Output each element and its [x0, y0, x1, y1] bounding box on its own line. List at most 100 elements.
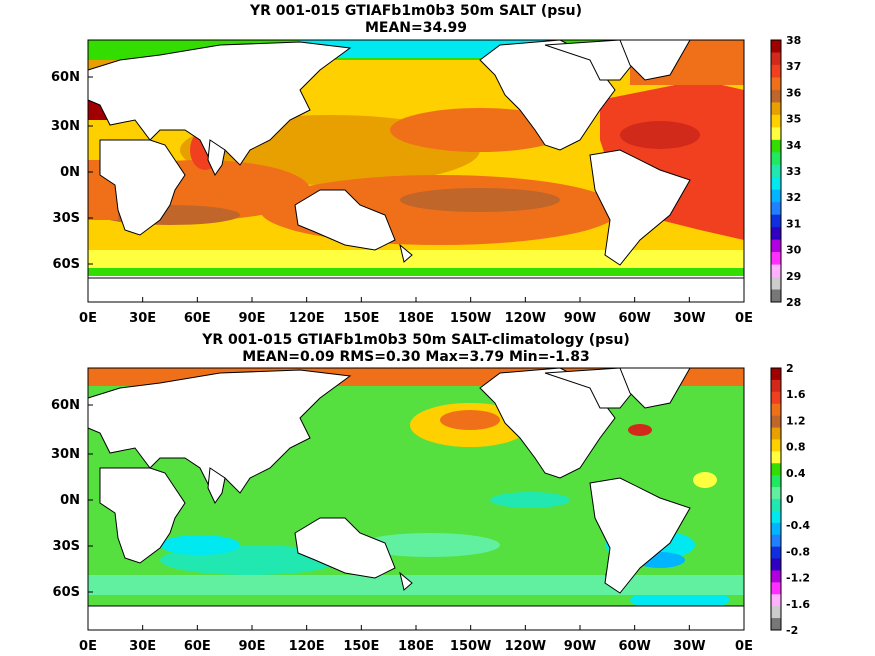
- map2-lat-label: 60N: [51, 398, 80, 413]
- map2-lon-label: 60E: [184, 639, 211, 654]
- map2-lat-label: 60S: [53, 585, 80, 600]
- map1-lon-label: 150W: [450, 311, 491, 326]
- map2-colorbar-label: -2: [786, 624, 798, 637]
- map1-lon-label: 120E: [289, 311, 325, 326]
- map2-lon-label: 120W: [505, 639, 546, 654]
- map2-colorbar-label: -1.6: [786, 598, 810, 611]
- map1-colorbar-label: 28: [786, 296, 801, 309]
- map2-lon-label: 0E: [735, 639, 753, 654]
- map1-lat-label: 30S: [53, 211, 80, 226]
- map1-lon-label: 90W: [564, 311, 596, 326]
- map1-colorbar-swatch: [771, 277, 781, 291]
- map1-lon-label: 60W: [618, 311, 650, 326]
- map2-lat-labels: 60N 30N 0N 30S 60S: [51, 398, 93, 600]
- map2-colorbar: 2 1.6 1.2 0.8 0.4 0 -0.4 -0.8 -1.2 -1.6 -2: [770, 362, 810, 637]
- map2-lon-label: 150E: [343, 639, 379, 654]
- map1-panel: 60N 30N 0N 30S 60S 0E 30E 60E 90E 120E 150E 180E 15…: [51, 34, 802, 326]
- map2-colorbar-swatch: [771, 427, 781, 440]
- map1-colorbar-swatch: [771, 102, 781, 116]
- map1-lat-labels: 60N 30N 0N 30S 60S: [51, 70, 93, 272]
- map1-lon-label: 120W: [505, 311, 546, 326]
- map1-colorbar-swatch: [771, 164, 781, 178]
- map1-colorbar-swatch: [771, 202, 781, 216]
- map1-colorbar: 38 37 36 35 34 33 32 31 30 29 28: [770, 34, 802, 309]
- map1-title-line1: YR 001-015 GTIAFb1m0b3 50m SALT (psu): [249, 3, 583, 19]
- map1-colorbar-swatch: [771, 40, 781, 53]
- map2-colorbar-swatch: [771, 487, 781, 500]
- map1-colorbar-swatch: [771, 139, 781, 153]
- map1-colorbar-swatch: [771, 52, 781, 66]
- map1-lon-label: 30W: [673, 311, 705, 326]
- map1-land: [87, 39, 745, 303]
- map2-lon-label: 90W: [564, 639, 596, 654]
- map1-colorbar-swatch: [771, 114, 781, 128]
- map2-lon-label: 60W: [618, 639, 650, 654]
- map2-panel: 60N 30N 0N 30S 60S 0E 30E 60E 90E 120E 150E 180E 15…: [51, 362, 810, 654]
- map2-lon-label: 90E: [239, 639, 266, 654]
- map1-colorbar-swatch: [771, 89, 781, 103]
- map2-colorbar-label: 0.8: [786, 441, 806, 454]
- map1-colorbar-label: 30: [786, 244, 802, 257]
- map1-colorbar-swatch: [771, 64, 781, 78]
- map2-colorbar-swatch: [771, 594, 781, 607]
- map2-colorbar-swatch: [771, 618, 781, 631]
- map2-colorbar-swatch: [771, 558, 781, 571]
- map2-colorbar-swatch: [771, 522, 781, 536]
- map1-colorbar-swatch: [771, 252, 781, 266]
- map2-lon-label: 150W: [450, 639, 491, 654]
- map2-colorbar-swatch: [771, 475, 781, 488]
- map2-colorbar-label: 0: [786, 493, 794, 506]
- map1-colorbar-swatch: [771, 289, 781, 303]
- map1-colorbar-swatch: [771, 177, 781, 191]
- map2-colorbar-swatch: [771, 379, 781, 393]
- map1-colorbar-label: 38: [786, 34, 801, 47]
- map2-colorbar-label: 2: [786, 362, 794, 375]
- map2-colorbar-swatch: [771, 499, 781, 512]
- map2-colorbar-swatch: [771, 391, 781, 405]
- map1-lon-label: 180E: [398, 311, 434, 326]
- map1-colorbar-swatch: [771, 239, 781, 253]
- map2-title-line2: MEAN=0.09 RMS=0.30 Max=3.79 Min=-1.83: [242, 349, 590, 365]
- map1-colorbar-label: 33: [786, 165, 801, 178]
- map1-colorbar-swatch: [771, 152, 781, 166]
- map1-colorbar-label: 31: [786, 217, 801, 230]
- map2-lat-label: 30S: [53, 539, 80, 554]
- map2-lat-label: 0N: [60, 493, 80, 508]
- map1-colorbar-swatch: [771, 264, 781, 278]
- map1-colorbar-swatch: [771, 214, 781, 228]
- map1-colorbar-swatch: [771, 127, 781, 141]
- map2-land: [87, 367, 745, 631]
- map1-colorbar-label: 29: [786, 270, 801, 283]
- map2-colorbar-swatch: [771, 606, 781, 619]
- map2-lon-label: 120E: [289, 639, 325, 654]
- map1-colorbar-swatch: [771, 227, 781, 241]
- map1-lon-label: 90E: [239, 311, 266, 326]
- map1-colorbar-label: 32: [786, 191, 801, 204]
- map1-colorbar-label: 34: [786, 139, 802, 152]
- map2-colorbar-label: -0.4: [786, 519, 810, 532]
- map1-lon-labels: 0E 30E 60E 90E 120E 150E 180E 150W 120W 90W 60W 30W…: [79, 297, 753, 326]
- map1-colorbar-swatch: [771, 189, 781, 203]
- map1-lon-label: 150E: [343, 311, 379, 326]
- map1-colorbar-label: 36: [786, 86, 802, 99]
- map2-lon-labels: 0E 30E 60E 90E 120E 150E 180E 150W 120W 90W 60W 30W…: [79, 625, 753, 654]
- map2-lon-label: 30W: [673, 639, 705, 654]
- map2-colorbar-swatch: [771, 439, 781, 452]
- map1-lon-label: 0E: [79, 311, 97, 326]
- map2-lon-label: 30E: [129, 639, 156, 654]
- map2-colorbar-swatch: [771, 534, 781, 548]
- map2-colorbar-swatch: [771, 451, 781, 464]
- map1-lat-label: 60N: [51, 70, 80, 85]
- map2-colorbar-label: 1.2: [786, 414, 806, 427]
- map1-colorbar-frame: [770, 39, 782, 303]
- map2-colorbar-label: 1.6: [786, 388, 806, 401]
- map2-colorbar-swatch: [771, 570, 781, 583]
- map1-lat-label: 0N: [60, 165, 80, 180]
- map2-colorbar-swatch: [771, 546, 781, 560]
- map2-colorbar-label: 0.4: [786, 467, 806, 480]
- map2-colorbar-swatch: [771, 403, 781, 417]
- map2-colorbar-label: -1.2: [786, 572, 810, 585]
- map1-lon-label: 60E: [184, 311, 211, 326]
- map2-lon-label: 0E: [79, 639, 97, 654]
